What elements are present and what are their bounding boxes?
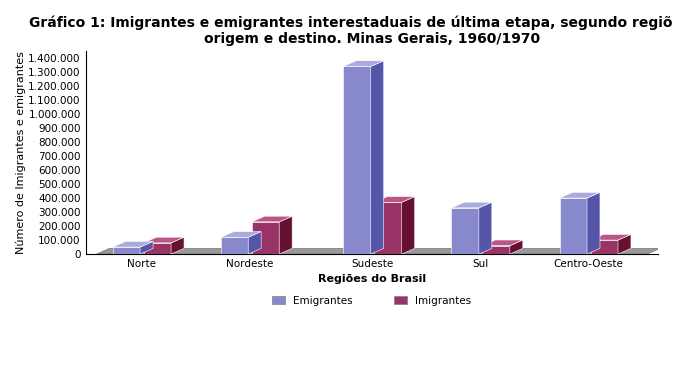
Polygon shape	[560, 192, 600, 198]
Polygon shape	[402, 197, 415, 254]
Polygon shape	[140, 241, 153, 254]
Polygon shape	[343, 61, 384, 66]
Polygon shape	[452, 202, 492, 208]
Polygon shape	[374, 202, 402, 254]
Polygon shape	[591, 235, 631, 240]
Polygon shape	[221, 237, 248, 254]
Legend: Emigrantes, Imigrantes: Emigrantes, Imigrantes	[268, 291, 476, 310]
Polygon shape	[252, 216, 292, 222]
Polygon shape	[343, 66, 371, 254]
Polygon shape	[96, 248, 660, 254]
Polygon shape	[143, 243, 171, 254]
Polygon shape	[560, 198, 587, 254]
Polygon shape	[143, 237, 184, 243]
Polygon shape	[371, 61, 384, 254]
Title: Gráfico 1: Imigrantes e emigrantes interestaduais de última etapa, segundo regiõ: Gráfico 1: Imigrantes e emigrantes inter…	[29, 15, 673, 46]
Polygon shape	[248, 232, 261, 254]
X-axis label: Regiões do Brasil: Regiões do Brasil	[318, 275, 426, 284]
Polygon shape	[112, 247, 140, 254]
Polygon shape	[618, 235, 631, 254]
Polygon shape	[171, 237, 184, 254]
Polygon shape	[479, 202, 492, 254]
Polygon shape	[483, 246, 510, 254]
Polygon shape	[279, 216, 292, 254]
Y-axis label: Número de Imigrantes e emigrantes: Número de Imigrantes e emigrantes	[15, 51, 26, 254]
Polygon shape	[587, 192, 600, 254]
Polygon shape	[221, 232, 261, 237]
Polygon shape	[252, 222, 279, 254]
Polygon shape	[510, 240, 523, 254]
Polygon shape	[591, 240, 618, 254]
Polygon shape	[112, 241, 153, 247]
Polygon shape	[483, 240, 523, 246]
Polygon shape	[452, 208, 479, 254]
Polygon shape	[374, 197, 415, 202]
